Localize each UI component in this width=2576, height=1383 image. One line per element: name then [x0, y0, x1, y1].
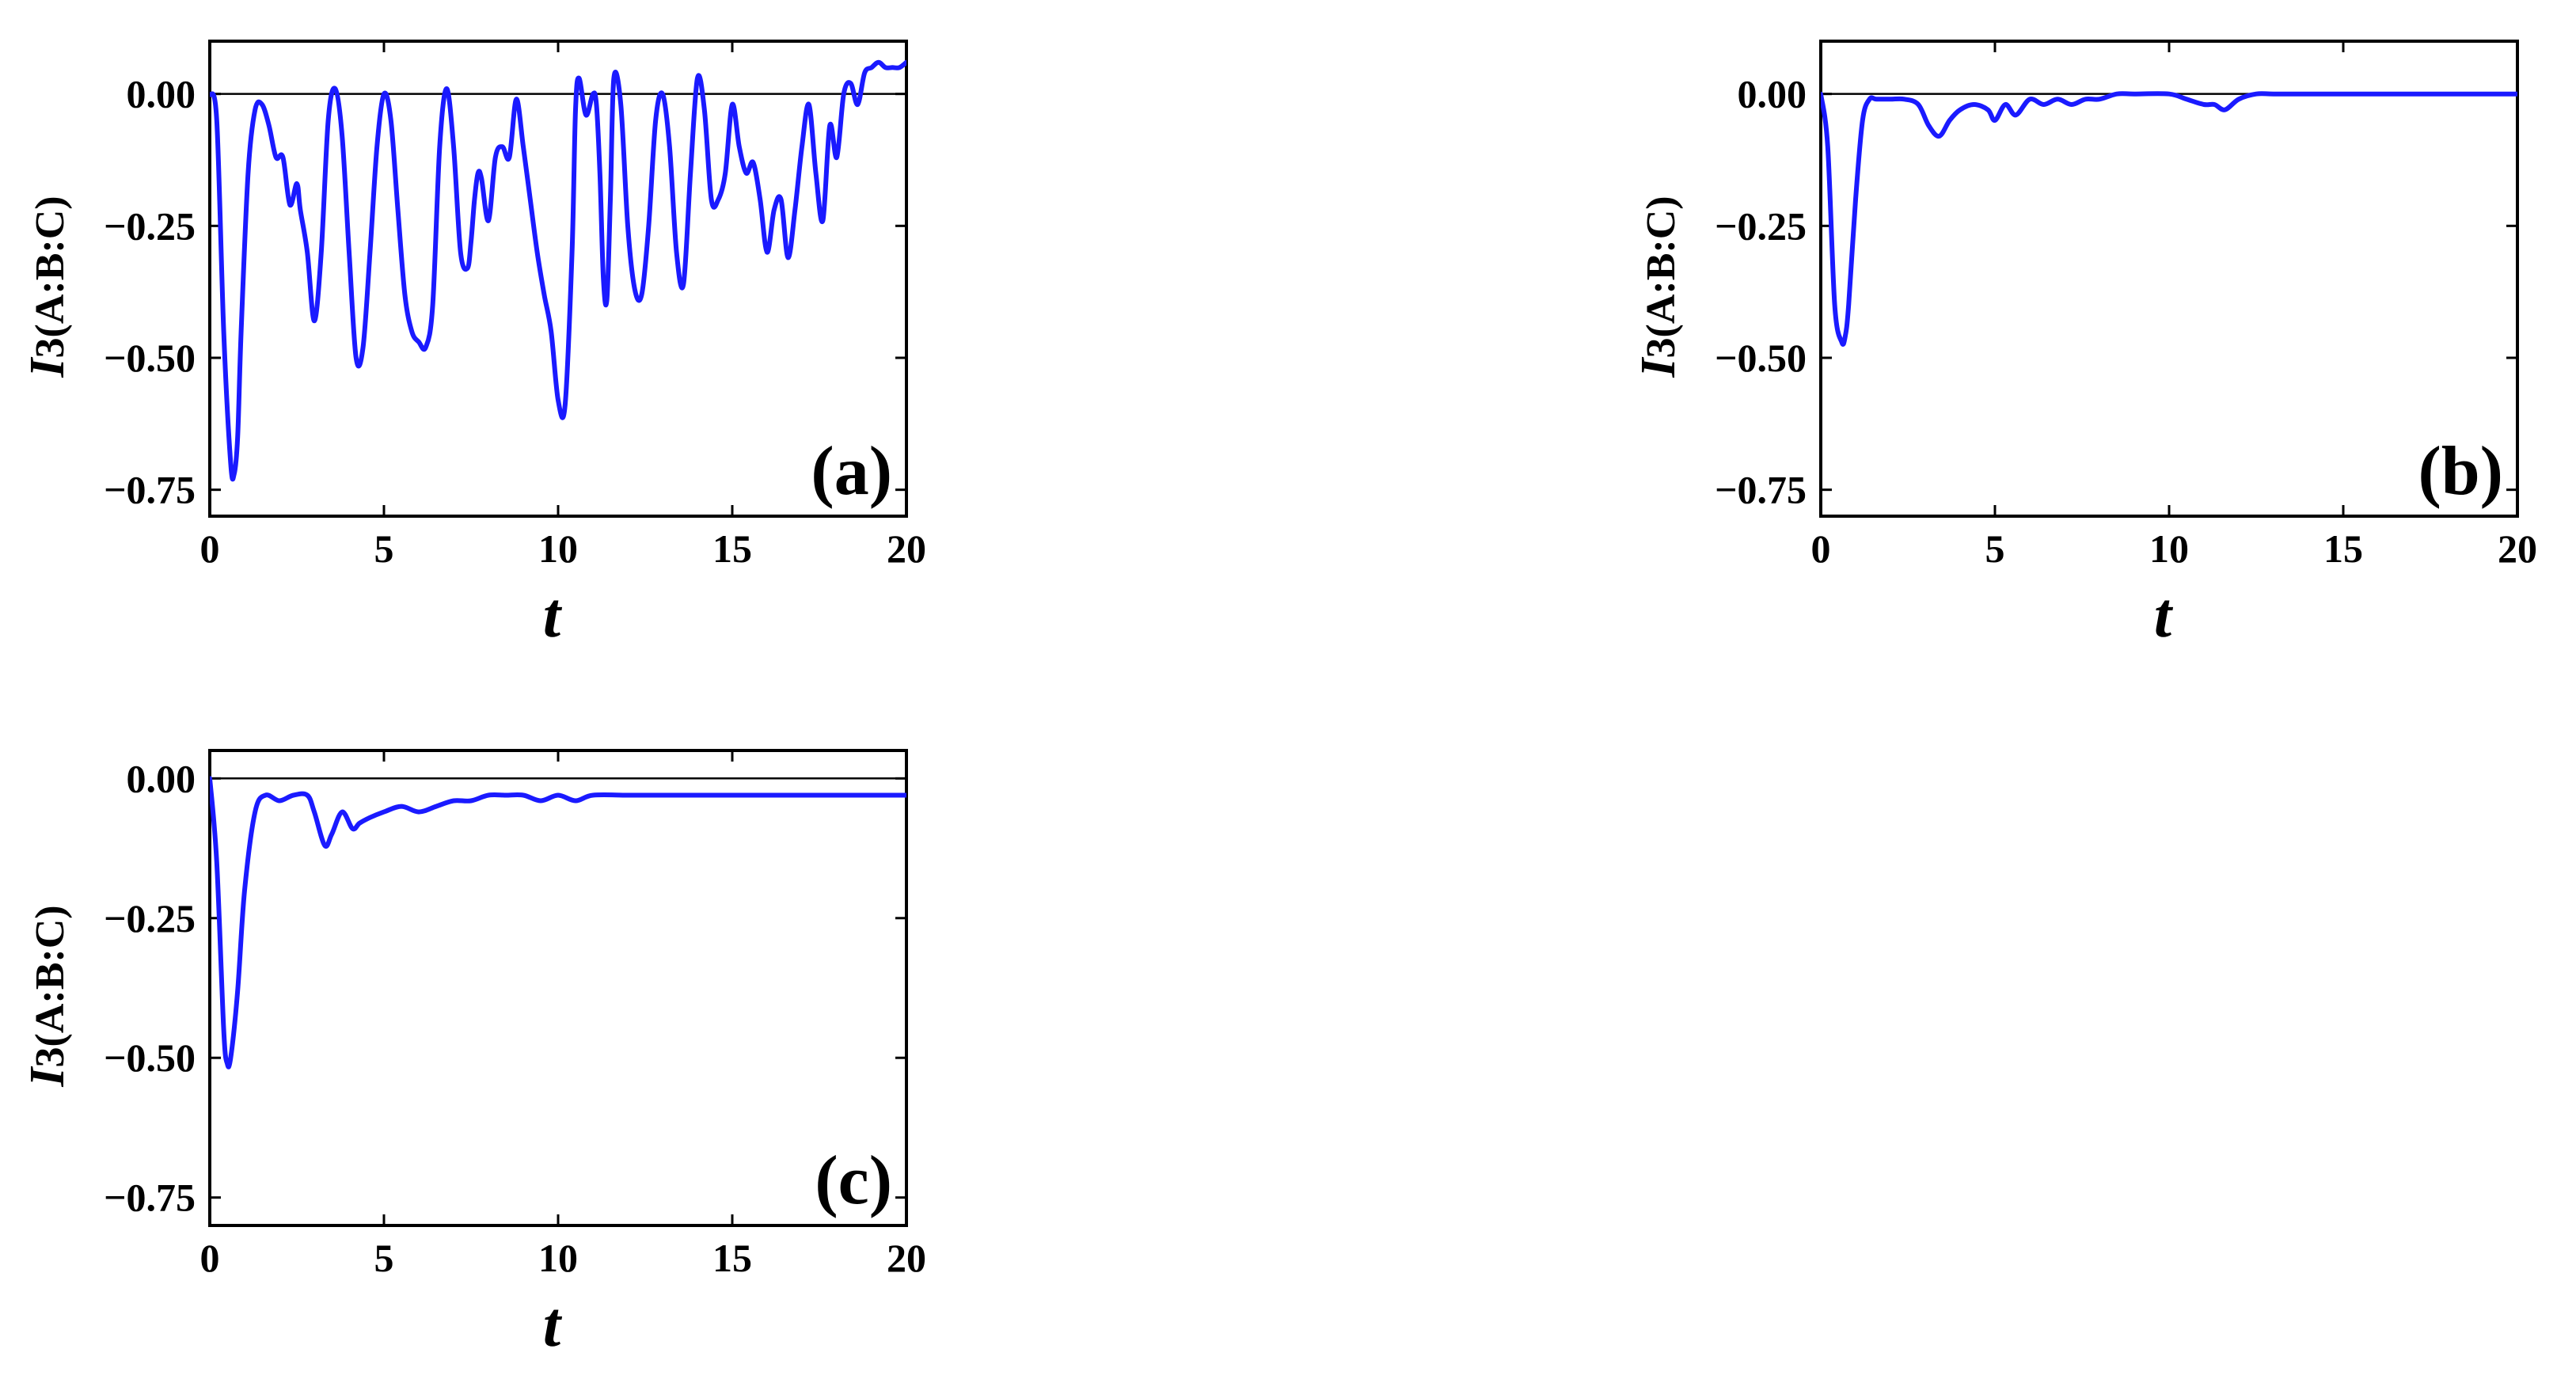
y-tick-label: −0.25 [104, 896, 196, 940]
x-tick-label: 15 [712, 1236, 752, 1280]
x-tick-label: 0 [200, 1236, 220, 1280]
y-tick-label: 0.00 [127, 72, 196, 116]
y-tick-label: −0.50 [104, 336, 196, 380]
x-tick-label: 0 [200, 526, 220, 571]
y-axis-title-args: (A:B:C) [1639, 196, 1684, 337]
y-tick-label: −0.75 [104, 1176, 196, 1220]
panel-label: (a) [811, 433, 892, 510]
y-axis-title-args: (A:B:C) [28, 905, 73, 1047]
x-axis-title: t [2154, 581, 2174, 651]
x-tick-label: 10 [2149, 526, 2189, 571]
y-tick-label: −0.75 [104, 468, 196, 512]
panel-label: (b) [2418, 433, 2503, 510]
series-line-1 [210, 59, 906, 482]
y-axis-title: I3(A:B:C) [1632, 196, 1685, 378]
x-tick-label: 5 [1985, 526, 2005, 571]
y-axis-title-args: (A:B:C) [28, 196, 73, 337]
y-axis-title: I3(A:B:C) [21, 905, 74, 1087]
x-axis-title: t [543, 581, 563, 651]
x-tick-label: 15 [712, 526, 752, 571]
plot-frame [208, 749, 908, 1227]
panel-label: (c) [815, 1142, 892, 1219]
x-tick-label: 15 [2323, 526, 2363, 571]
x-tick-label: 20 [2498, 526, 2537, 571]
y-axis-title-symbol: I [1632, 357, 1685, 378]
x-tick-label: 0 [1811, 526, 1831, 571]
y-axis-title-subscript: 3 [28, 337, 73, 358]
y-tick-label: 0.00 [127, 756, 196, 800]
y-tick-label: −0.50 [1715, 336, 1807, 380]
x-tick-label: 20 [887, 1236, 926, 1280]
series-line-1 [1821, 91, 2517, 347]
y-axis-title-symbol: I [21, 1066, 74, 1088]
x-tick-label: 20 [887, 526, 926, 571]
plot-frame [208, 40, 908, 518]
panels: 0 5 10 15 200.00−0.25−0.50−0.75tI3(A:B:C)(a)… [21, 40, 2537, 1360]
y-tick-label: 0.00 [1738, 72, 1807, 116]
x-tick-label: 5 [374, 1236, 394, 1280]
y-axis-title: I3(A:B:C) [21, 196, 74, 378]
x-axis-title: t [543, 1290, 563, 1360]
chart-panel-1: 0 5 10 15 20 0.00 −0.25 −0.50 −0.75 t I3(A:B:C) (a) [21, 40, 926, 651]
chart-panel-2: 0 5 10 15 20 0.00 −0.25 −0.50 −0.75 t I3(A:B:C) (b) [1632, 40, 2537, 651]
x-tick-label: 10 [538, 1236, 578, 1280]
y-tick-label: −0.50 [104, 1035, 196, 1080]
y-axis-title-symbol: I [21, 357, 74, 378]
y-axis-title-subscript: 3 [1639, 337, 1684, 358]
x-tick-label: 10 [538, 526, 578, 571]
y-axis-title-subscript: 3 [28, 1047, 73, 1067]
y-tick-label: −0.25 [1715, 203, 1807, 248]
y-tick-label: −0.75 [1715, 468, 1807, 512]
chart-panel-3: 0 5 10 15 20 0.00 −0.25 −0.50 −0.75 t I3(A:B:C) (c) [21, 749, 926, 1360]
y-tick-label: −0.25 [104, 203, 196, 248]
series-line-1 [210, 776, 906, 1070]
x-tick-label: 5 [374, 526, 394, 571]
